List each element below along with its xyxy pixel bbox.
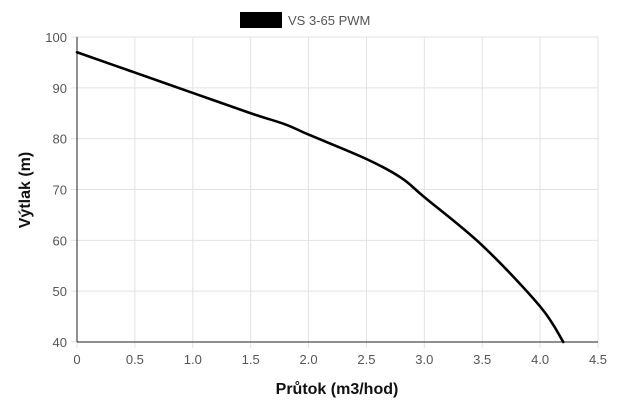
y-tick-label: 50 xyxy=(53,284,67,299)
x-tick-label: 0 xyxy=(73,352,80,367)
x-axis-title: Průtok (m3/hod) xyxy=(276,381,399,398)
axes xyxy=(76,37,598,343)
y-tick-label: 90 xyxy=(53,81,67,96)
x-tick-label: 2.0 xyxy=(300,352,318,367)
y-tick-label: 60 xyxy=(53,233,67,248)
legend-swatch xyxy=(240,12,282,28)
x-tick-label: 1.5 xyxy=(242,352,260,367)
x-tick-label: 2.5 xyxy=(357,352,375,367)
y-tick-label: 80 xyxy=(53,132,67,147)
y-axis-title: Výtlak (m) xyxy=(17,152,34,228)
gridlines xyxy=(71,36,599,348)
x-tick-label: 3.0 xyxy=(415,352,433,367)
series-layer xyxy=(75,50,565,344)
y-tick-label: 70 xyxy=(53,183,67,198)
y-axis-ticks: 40 50 60 70 80 90 100 xyxy=(45,30,67,350)
x-tick-label: 4.0 xyxy=(531,352,549,367)
x-tick-label: 0.5 xyxy=(126,352,144,367)
x-tick-label: 1.0 xyxy=(184,352,202,367)
x-tick-label: 3.5 xyxy=(473,352,491,367)
y-tick-label: 40 xyxy=(53,335,67,350)
legend-label: VS 3-65 PWM xyxy=(288,13,370,28)
x-axis-ticks: 0 0.5 1.0 1.5 2.0 2.5 3.0 3.5 4.0 4.5 xyxy=(73,352,607,367)
x-tick-label: 4.5 xyxy=(589,352,607,367)
y-tick-label: 100 xyxy=(45,30,67,45)
legend[interactable]: VS 3-65 PWM xyxy=(240,12,370,28)
series-line xyxy=(75,50,565,344)
